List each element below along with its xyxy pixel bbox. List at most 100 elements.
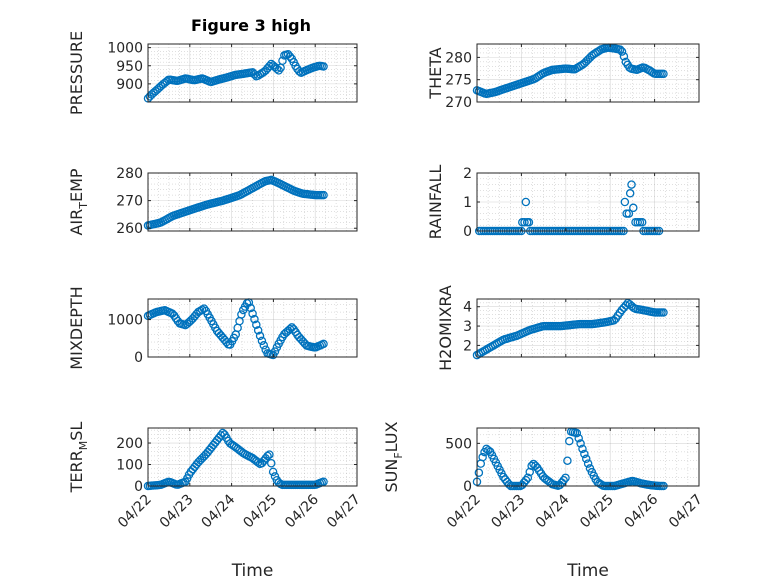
y-tick-label: 2 [463,338,472,354]
data-point [199,304,209,313]
data-point [559,475,568,485]
y-tick-label: 1000 [107,313,143,329]
data-point [565,436,574,446]
x-tick-label: 04/26 [622,491,662,531]
data-point [253,458,263,467]
data-point [615,45,625,54]
data-point [257,336,267,346]
axes-box [147,172,358,232]
x-tick-label: 04/22 [444,492,484,532]
data-point [253,326,263,335]
figure-title: Figure 3 high [191,16,311,35]
data-point [250,314,259,324]
data-point [524,218,534,227]
y-tick-label: 3 [463,319,472,335]
data-point [580,449,589,459]
data-point [561,473,570,483]
data-point [265,450,274,459]
x-tick-label: 04/27 [666,492,706,532]
data-point [521,197,531,207]
axes-box [147,298,358,358]
data-point [267,458,276,468]
data-point [576,439,585,448]
x-tick-label: 04/25 [577,492,617,532]
data-point [521,475,531,485]
data-point [478,452,487,462]
y-axis-label: THETA [426,47,445,99]
data-point [263,451,272,461]
y-axis-label: H2OMIXRA [436,285,455,371]
panel-sun-flux: 04/22 04/23 04/24 04/25 04/26 04/27 0 500 SUNFLU… [382,421,706,581]
x-tick-label: 04/26 [282,491,322,531]
data-point [259,341,269,350]
y-tick-label: 0 [463,224,472,240]
x-tick-label: 04/24 [199,491,239,531]
data-point [248,309,257,318]
data-point [563,456,572,465]
panel-pressure: 900 950 1000 PRESSURE [67,31,358,115]
data-point [474,468,484,477]
data-point [624,209,634,218]
x-tick-label: 04/27 [324,492,364,532]
panel-mixdepth: 0 1000 MIXDEPTH [67,286,358,370]
y-axis-label: TERRMSL [67,422,90,494]
x-tick-label: 04/25 [240,492,280,532]
data-point [285,52,295,61]
data-point [268,467,278,477]
y-tick-label: 260 [116,221,143,237]
data-point [527,461,536,471]
data-point [574,433,583,443]
panel-h2omixra: 2 3 4 H2OMIXRA [436,285,700,371]
data-point [278,56,287,65]
axes-box [147,43,358,103]
y-tick-label: 280 [116,166,143,182]
data-point [625,63,634,72]
data-point [627,180,636,189]
panel-air-temp: 260 270 280 AIRTEMP [67,166,358,237]
axes-box [476,43,700,103]
y-tick-label: 100 [116,458,143,474]
data-point [272,64,282,74]
data-point [246,303,255,313]
data-point [252,320,261,330]
data-point [237,310,246,319]
y-axis-label: PRESSURE [67,31,86,115]
data-point [582,454,591,464]
y-tick-label: 2 [463,166,472,182]
y-tick-label: 0 [134,350,143,366]
y-tick-label: 200 [116,436,143,452]
x-tick-label: 04/23 [488,492,528,532]
x-tick-label: 04/23 [157,492,197,532]
data-point [583,459,593,468]
y-axis-label: AIRTEMP [67,168,90,235]
plot-area [148,173,357,231]
y-axis-label: RAINFALL [426,165,445,240]
data-point [621,301,631,310]
data-point [319,62,328,71]
y-tick-label: 0 [463,479,472,495]
y-tick-label: 270 [445,95,472,111]
y-tick-label: 280 [445,50,472,66]
x-axis-label: Time [231,561,274,581]
y-tick-label: 500 [445,436,472,452]
data-point [619,52,629,61]
data-point [659,69,668,79]
x-tick-label: 04/24 [533,491,573,531]
panel-terr-msl: 04/22 04/23 04/24 04/25 04/26 04/27 0 100 200 TER… [67,422,364,581]
data-point [523,473,533,482]
data-point [620,197,630,207]
data-point [520,218,529,227]
data-point [625,189,635,198]
axes-box [476,298,700,358]
y-axis-label: MIXDEPTH [67,286,86,369]
data-point [319,477,328,486]
x-tick-label: 04/22 [115,492,155,532]
data-point [659,308,668,317]
axes-box [147,427,358,487]
data-point [572,428,582,438]
panel-rainfall: 0 1 2 RAINFALL [426,165,700,240]
y-tick-label: 900 [116,77,143,93]
axes-box [476,427,700,487]
data-point [629,203,638,213]
